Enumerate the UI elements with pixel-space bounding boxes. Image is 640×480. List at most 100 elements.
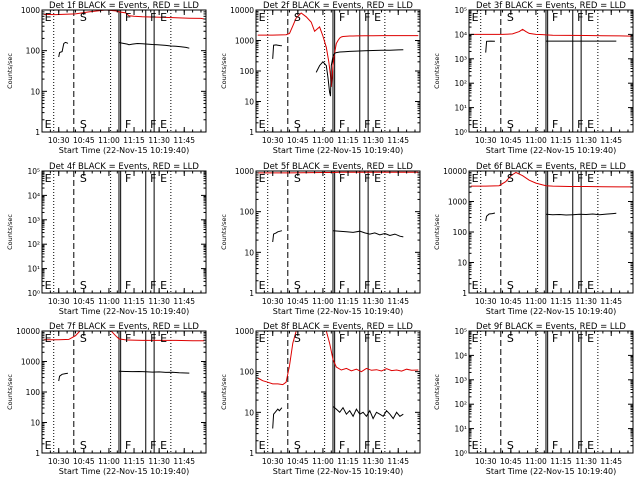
- event-marker-top: S: [294, 11, 301, 24]
- event-marker-bottom: E: [472, 118, 479, 131]
- events-series-line: [272, 407, 283, 429]
- series-group: [257, 12, 419, 97]
- y-tick-label: 10: [244, 408, 254, 417]
- event-marker-top: F: [552, 332, 558, 345]
- panel-det-7f: Det 7f BLACK = Events, RED = LLD 1 10 100 10…: [6, 322, 207, 476]
- x-tick-label: 11:45: [387, 297, 409, 306]
- event-marker-top: F: [125, 11, 131, 24]
- event-marker-top: E: [587, 172, 594, 185]
- x-tick-label: 10:45: [73, 297, 95, 306]
- x-tick-label: 11:45: [173, 136, 195, 145]
- event-marker-bottom: S: [80, 118, 87, 131]
- event-marker-bottom: F: [552, 279, 558, 292]
- event-marker-top: F: [125, 172, 131, 185]
- y-axis-label: Counts/sec: [6, 374, 14, 410]
- y-axis-label: Counts/sec: [433, 374, 441, 410]
- event-marker-bottom: E: [160, 118, 167, 131]
- event-marker-top: F: [364, 172, 370, 185]
- event-marker-top: F: [552, 11, 558, 24]
- events-series-line: [118, 41, 190, 49]
- plot-frame: [468, 330, 634, 454]
- x-tick-label: 11:30: [362, 136, 384, 145]
- x-axis-label: Start Time (22-Nov-15 10:19:40): [273, 307, 403, 316]
- x-tick-label: 11:00: [525, 457, 547, 466]
- x-tick-label: 11:00: [98, 136, 120, 145]
- y-tick-label: 10²: [454, 400, 467, 409]
- x-axis-label: Start Time (22-Nov-15 10:19:40): [59, 307, 189, 316]
- event-marker-top: S: [294, 172, 301, 185]
- x-tick-label: 11:15: [123, 297, 145, 306]
- x-tick-label: 10:45: [287, 457, 309, 466]
- event-marker-bottom: E: [587, 279, 594, 292]
- x-tick-label: 10:45: [500, 457, 522, 466]
- y-axis-label: Counts/sec: [6, 53, 14, 89]
- x-tick-label: 11:00: [525, 136, 547, 145]
- event-marker-top: F: [150, 172, 156, 185]
- y-tick-label: 10⁴: [454, 30, 467, 39]
- event-marker-bottom: E: [374, 279, 381, 292]
- y-tick-label: 10⁰: [27, 289, 40, 298]
- events-series-line: [58, 41, 69, 58]
- events-series-line: [332, 406, 404, 420]
- lld-series-line: [43, 10, 205, 20]
- event-marker-top: E: [160, 11, 167, 24]
- x-tick-label: 11:45: [600, 297, 622, 306]
- event-marker-bottom: E: [45, 279, 52, 292]
- event-marker-bottom: F: [577, 118, 583, 131]
- event-marker-bottom: F: [552, 118, 558, 131]
- events-series-line: [272, 230, 283, 243]
- y-tick-label: 10³: [27, 216, 40, 225]
- lld-series-line: [43, 331, 205, 342]
- x-tick-label: 10:30: [48, 457, 70, 466]
- y-tick-label: 1: [249, 128, 254, 137]
- x-axis-label: Start Time (22-Nov-15 10:19:40): [486, 146, 616, 155]
- events-series-line: [545, 212, 617, 216]
- x-tick-label: 11:00: [312, 136, 334, 145]
- event-marker-top: E: [472, 11, 479, 24]
- x-axis-label: Start Time (22-Nov-15 10:19:40): [486, 467, 616, 476]
- y-axis-label: Counts/sec: [220, 374, 228, 410]
- event-marker-top: S: [507, 172, 514, 185]
- plot-frame: [255, 170, 421, 294]
- y-axis-label: Counts/sec: [433, 53, 441, 89]
- event-marker-bottom: E: [587, 118, 594, 131]
- event-marker-bottom: E: [587, 439, 594, 452]
- events-series-line: [58, 372, 68, 382]
- event-marker-top: F: [339, 11, 345, 24]
- event-marker-top: E: [587, 332, 594, 345]
- event-marker-top: F: [339, 332, 345, 345]
- y-tick-label: 10000: [16, 327, 40, 336]
- x-tick-label: 10:30: [262, 136, 284, 145]
- event-marker-top: S: [507, 11, 514, 24]
- y-axis-label: Counts/sec: [220, 214, 228, 250]
- event-marker-top: F: [577, 332, 583, 345]
- panel-det-8f: Det 8f BLACK = Events, RED = LLD 1 10 100 10…: [220, 322, 421, 476]
- y-tick-label: 10¹: [454, 425, 467, 434]
- event-marker-top: E: [45, 172, 52, 185]
- y-tick-label: 10⁰: [454, 449, 467, 458]
- y-tick-label: 10⁵: [454, 6, 467, 15]
- x-tick-label: 10:45: [287, 297, 309, 306]
- event-marker-bottom: F: [364, 279, 370, 292]
- event-marker-top: E: [472, 172, 479, 185]
- panel-title: Det 3f BLACK = Events, RED = LLD: [476, 1, 626, 11]
- x-tick-label: 10:30: [48, 297, 70, 306]
- x-tick-label: 11:45: [173, 297, 195, 306]
- x-tick-label: 11:45: [600, 457, 622, 466]
- event-marker-top: F: [150, 332, 156, 345]
- event-marker-top: S: [507, 332, 514, 345]
- event-marker-top: E: [45, 11, 52, 24]
- event-marker-top: E: [374, 172, 381, 185]
- y-tick-label: 1000: [235, 327, 254, 336]
- y-tick-label: 10: [244, 98, 254, 107]
- y-tick-label: 10¹: [454, 104, 467, 113]
- x-tick-label: 11:30: [148, 136, 170, 145]
- event-marker-top: F: [577, 11, 583, 24]
- y-tick-label: 10⁰: [454, 128, 467, 137]
- y-tick-label: 10⁵: [454, 327, 467, 336]
- y-tick-label: 1000: [235, 167, 254, 176]
- event-marker-bottom: F: [150, 279, 156, 292]
- x-axis-label: Start Time (22-Nov-15 10:19:40): [59, 146, 189, 155]
- event-marker-bottom: E: [374, 439, 381, 452]
